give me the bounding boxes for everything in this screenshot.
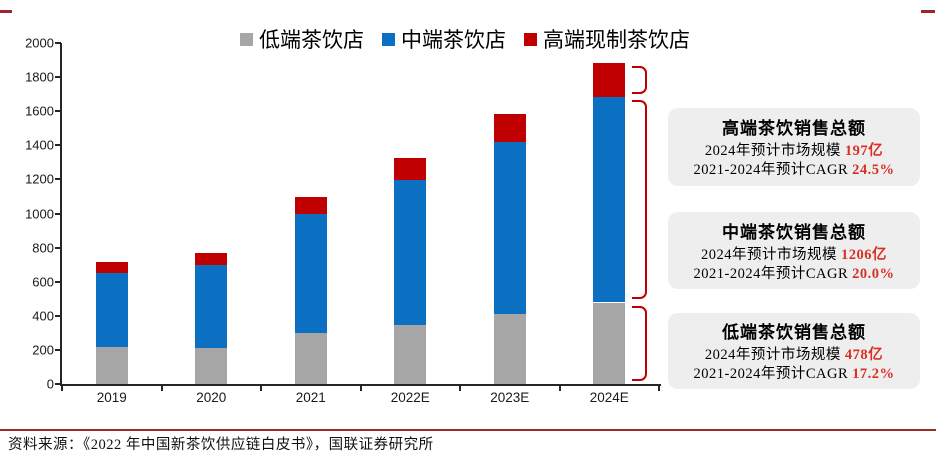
x-axis-category-label: 2019 [96,390,127,405]
bar-segment-中端茶饮店 [195,264,228,348]
bar-segment-高端现制茶饮店 [195,252,228,265]
y-axis-tick-label: 1200 [25,171,54,187]
annotation-cagr-line: 2021-2024年预计CAGR 20.0% [694,265,895,284]
y-axis-tick-label: 200 [32,342,54,358]
y-axis-tick [55,212,61,215]
cagr-value: 24.5% [852,162,895,178]
annotation-title: 中端茶饮销售总额 [722,222,866,242]
x-axis-category-label: 2022E [390,390,430,405]
annotation-cagr-line: 2021-2024年预计CAGR 24.5% [694,161,895,180]
x-axis-tick [260,386,262,391]
bar-segment-高端现制茶饮店 [593,63,626,97]
legend-swatch-icon [524,32,537,46]
y-axis-tick [55,42,61,44]
scale-value: 197亿 [844,143,884,159]
bar-segment-低端茶饮店 [294,333,327,384]
source-note: 资料来源：《2022 年中国新茶饮供应链白皮书》，国联证券研究所 [8,437,434,453]
bar-segment-中端茶饮店 [294,214,327,334]
y-axis-tick-label: 400 [32,308,54,324]
legend-swatch-icon [240,32,253,46]
y-axis-tick [55,314,61,317]
annotation-title: 低端茶饮销售总额 [722,323,866,342]
y-axis-tick [55,76,61,79]
y-axis-tick-label: 800 [32,240,54,256]
y-axis-tick-label: 1400 [25,137,54,153]
y-axis-tick-label: 1000 [25,206,54,221]
bar-segment-中端茶饮店 [394,179,427,325]
x-axis-line [60,384,661,386]
scale-label: 2024年预计市场规模 [704,143,841,159]
scale-label: 2024年预计市场规模 [701,246,837,263]
cagr-label: 2021-2024年预计CAGR [693,265,849,282]
cagr-value: 17.2% [852,366,895,382]
legend-swatch-icon [382,32,395,46]
legend-item: 低端茶饮店 [240,24,364,54]
bar-segment-高端现制茶饮店 [394,158,427,180]
cagr-value: 20.0% [852,265,895,282]
bar-segment-低端茶饮店 [493,314,526,384]
scale-value: 478亿 [844,347,884,363]
legend-item: 中端茶饮店 [382,24,506,54]
x-axis-tick [459,386,461,391]
bar-segment-高端现制茶饮店 [493,114,526,143]
annotation-scale-line: 2024年预计市场规模 1206亿 [701,246,887,265]
bar-segment-低端茶饮店 [95,346,128,384]
x-axis-tick [359,386,362,391]
footer-rule [0,429,936,431]
x-axis-tick [61,386,63,391]
annotation-box-low-end: 低端茶饮销售总额 2024年预计市场规模 478亿 2021-2024年预计CAG… [668,313,920,389]
y-axis-tick [55,144,61,147]
bar-segment-中端茶饮店 [593,96,626,303]
x-axis-tick [658,386,660,391]
x-axis-category-label: 2024E [589,390,629,405]
y-axis-tick [55,246,61,249]
x-axis-category-label: 2021 [295,390,326,405]
y-axis-tick-label: 600 [32,274,54,290]
legend-item: 高端现制茶饮店 [524,24,690,54]
bar-segment-中端茶饮店 [95,272,128,347]
annotation-title: 高端茶饮销售总额 [722,119,866,138]
y-axis-tick [55,178,61,181]
segment-bracket-low [632,305,647,381]
y-axis-tick [55,280,61,283]
scale-label: 2024年预计市场规模 [704,347,841,363]
bar-segment-高端现制茶饮店 [294,196,327,214]
y-axis-line [60,43,62,386]
top-right-red-dash [921,10,935,13]
y-axis-tick-label: 2000 [25,35,54,51]
y-axis-tick [55,110,61,113]
bar-segment-中端茶饮店 [493,142,526,315]
bar-segment-低端茶饮店 [394,324,427,384]
annotation-scale-line: 2024年预计市场规模 197亿 [705,142,883,161]
chart-legend: 低端茶饮店 中端茶饮店 高端现制茶饮店 [240,26,690,52]
bar-segment-低端茶饮店 [195,347,228,384]
scale-value: 1206亿 [841,246,887,263]
annotation-cagr-line: 2021-2024年预计CAGR 17.2% [694,365,895,384]
y-axis-tick-label: 1800 [25,69,54,85]
annotation-scale-line: 2024年预计市场规模 478亿 [705,346,883,365]
x-axis-tick [160,386,163,391]
annotation-box-high-end: 高端茶饮销售总额 2024年预计市场规模 197亿 2021-2024年预计CAG… [668,108,920,186]
annotation-box-mid-end: 中端茶饮销售总额 2024年预计市场规模 1206亿 2021-2024年预计CA… [668,212,920,289]
bar-segment-高端现制茶饮店 [95,261,128,273]
y-axis-tick-label: 0 [46,376,54,392]
legend-label: 低端茶饮店 [259,28,364,52]
x-axis-category-label: 2023E [490,390,530,405]
bar-segment-低端茶饮店 [593,302,626,384]
segment-bracket-mid [632,99,647,300]
segment-bracket-high [632,66,647,94]
x-axis-category-label: 2020 [196,390,227,405]
x-axis-tick [558,386,561,391]
top-left-red-dash [0,10,12,13]
cagr-label: 2021-2024年预计CAGR [693,162,849,178]
cagr-label: 2021-2024年预计CAGR [693,366,849,382]
y-axis-tick-label: 1600 [25,103,54,119]
y-axis-tick [55,348,61,351]
legend-label: 中端茶饮店 [401,28,506,52]
legend-label: 高端现制茶饮店 [543,28,690,52]
y-axis-tick [55,383,61,385]
